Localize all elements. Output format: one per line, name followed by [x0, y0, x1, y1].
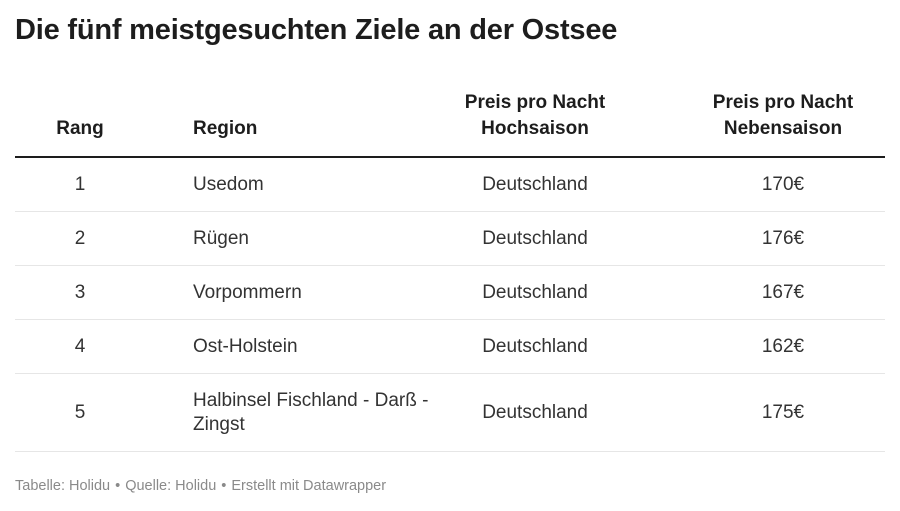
cell-low-season: 167€	[761, 281, 805, 303]
cell-low-season: 162€	[761, 335, 805, 357]
footer-separator: •	[221, 478, 227, 494]
cell-high-season: Deutschland	[482, 227, 588, 249]
footer-made-with-link[interactable]: Erstellt mit Datawrapper	[231, 478, 387, 494]
table-header-row: Rang Region Preis pro Nacht Hochsaison P…	[15, 88, 885, 158]
header-high-season: Preis pro Nacht Hochsaison	[455, 90, 615, 142]
header-low-season-line2: Nebensaison	[723, 118, 843, 139]
table-row: 2 Rügen Deutschland 176€	[15, 212, 885, 266]
table-row: 4 Ost-Holstein Deutschland 162€	[15, 320, 885, 374]
cell-rank: 4	[74, 335, 86, 357]
header-low-season-line1: Preis pro Nacht	[712, 92, 854, 113]
data-table: Rang Region Preis pro Nacht Hochsaison P…	[15, 88, 885, 452]
cell-rank: 5	[74, 401, 86, 423]
cell-region: Usedom	[193, 173, 264, 195]
header-high-season-line1: Preis pro Nacht	[464, 92, 606, 113]
header-high-season-line2: Hochsaison	[481, 118, 589, 139]
page-title: Die fünf meistgesuchten Ziele an der Ost…	[15, 14, 618, 46]
header-low-season: Preis pro Nacht Nebensaison	[705, 90, 861, 142]
footer-source: Quelle: Holidu	[125, 478, 217, 494]
cell-low-season: 170€	[761, 173, 805, 195]
cell-high-season: Deutschland	[482, 335, 588, 357]
cell-region: Ost-Holstein	[193, 335, 298, 357]
cell-low-season: 175€	[761, 401, 805, 423]
footer-table-credit: Tabelle: Holidu	[15, 478, 111, 494]
footer-credits: Tabelle: Holidu • Quelle: Holidu • Erstellt …	[15, 478, 386, 494]
cell-region: Rügen	[193, 227, 249, 249]
cell-high-season: Deutschland	[482, 173, 588, 195]
cell-rank: 3	[74, 281, 86, 303]
cell-rank: 1	[74, 173, 86, 195]
header-region: Region	[193, 118, 258, 139]
table-row: 3 Vorpommern Deutschland 167€	[15, 266, 885, 320]
cell-high-season: Deutschland	[482, 401, 588, 423]
footer-separator: •	[115, 478, 121, 494]
cell-region: Vorpommern	[193, 281, 302, 303]
header-rank: Rang	[56, 118, 104, 139]
cell-high-season: Deutschland	[482, 281, 588, 303]
table-row: 1 Usedom Deutschland 170€	[15, 158, 885, 212]
table-row: 5 Halbinsel Fischland - Darß - Zingst De…	[15, 374, 885, 452]
cell-region: Halbinsel Fischland - Darß - Zingst	[193, 389, 429, 435]
cell-rank: 2	[74, 227, 86, 249]
cell-low-season: 176€	[761, 227, 805, 249]
